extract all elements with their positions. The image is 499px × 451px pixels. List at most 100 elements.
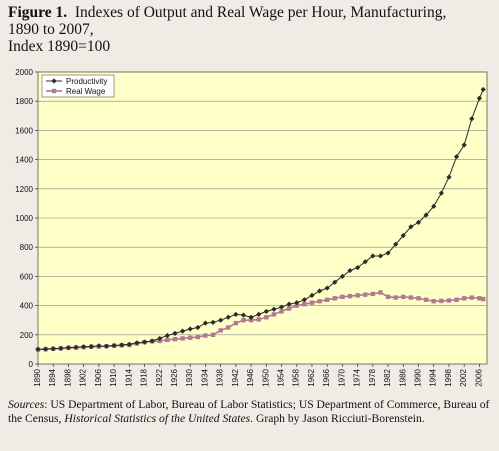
data-point: [88, 343, 94, 350]
data-point: [302, 301, 307, 307]
data-point: [480, 296, 486, 302]
data-point: [317, 299, 322, 304]
title-line-1: Indexes of Output and Real Wage per Hour…: [74, 4, 447, 21]
data-point: [438, 190, 444, 196]
x-tick-label: 1894: [48, 368, 57, 386]
data-point: [355, 265, 361, 271]
data-point: [248, 318, 254, 323]
source-note: Sources: US Department of Labor, Bureau …: [8, 398, 494, 426]
data-point: [233, 320, 239, 326]
data-point: [408, 224, 414, 230]
x-tick-label: 1998: [444, 368, 453, 386]
y-tick-label: 1000: [15, 214, 33, 223]
x-tick-label: 1954: [277, 368, 286, 386]
x-tick-label: 1962: [307, 368, 316, 386]
x-tick-label: 1994: [429, 368, 438, 386]
x-tick-label: 1974: [353, 368, 362, 386]
x-tick-label: 1890: [33, 368, 42, 386]
data-point: [202, 320, 209, 326]
series-layer: [35, 86, 486, 352]
y-tick-label: 1600: [15, 126, 33, 135]
x-tick-label: 1958: [292, 368, 301, 386]
series-productivity: [35, 86, 486, 352]
data-point: [43, 346, 49, 352]
data-point: [294, 300, 300, 306]
data-point: [340, 294, 345, 300]
data-point: [210, 332, 216, 337]
data-point: [316, 288, 323, 294]
data-point: [164, 332, 170, 339]
data-point: [256, 311, 262, 317]
data-point: [324, 297, 330, 302]
data-point: [469, 116, 475, 122]
data-point: [180, 336, 185, 341]
legend-swatch-marker: [51, 78, 57, 84]
x-tick-label: 1898: [63, 368, 72, 386]
x-tick-label: 1930: [185, 368, 194, 386]
data-point: [187, 326, 193, 332]
data-point: [141, 339, 148, 345]
x-tick-label: 1918: [140, 368, 149, 386]
data-point: [431, 299, 436, 304]
data-point: [477, 296, 482, 301]
title-line-2: 1890 to 2007,: [8, 21, 94, 38]
data-point: [50, 346, 56, 352]
data-point: [347, 267, 353, 274]
data-point: [134, 340, 140, 346]
data-point: [65, 345, 72, 351]
title-line-3: Index 1890=100: [8, 38, 111, 55]
data-point: [103, 343, 110, 349]
data-point: [149, 338, 155, 344]
x-tick-label: 1950: [261, 368, 270, 386]
data-point: [423, 297, 429, 302]
data-point: [279, 309, 284, 314]
data-point: [370, 291, 376, 297]
data-point: [355, 293, 360, 298]
legend-swatch-marker: [51, 88, 57, 94]
x-tick-label: 1914: [124, 368, 133, 386]
data-point: [157, 335, 163, 342]
data-point: [226, 325, 231, 330]
y-tick-label: 1200: [15, 185, 33, 194]
data-point: [309, 292, 315, 298]
data-point: [111, 342, 117, 349]
data-point: [126, 341, 132, 347]
x-tick-label: 1970: [337, 368, 346, 386]
data-point: [119, 342, 125, 348]
source-text-2: . Graph by Jason Ricciuti-Borenstein.: [250, 412, 425, 425]
source-book: Historical Statistics of the United Stat…: [64, 412, 251, 425]
y-tick-label: 2000: [15, 68, 33, 77]
x-tick-label: 1910: [109, 368, 118, 386]
data-point: [188, 335, 193, 340]
data-point: [225, 314, 231, 320]
data-point: [332, 279, 338, 285]
source-label: Sources: [8, 398, 45, 411]
data-point: [241, 318, 246, 323]
data-point: [480, 86, 486, 93]
x-tick-label: 1902: [79, 368, 88, 386]
data-point: [256, 317, 261, 322]
data-point: [271, 306, 277, 312]
data-point: [263, 308, 269, 315]
legend-label: Productivity: [66, 77, 107, 86]
data-point: [218, 317, 224, 323]
data-point: [203, 333, 208, 338]
data-point: [416, 296, 421, 301]
data-point: [453, 154, 460, 160]
data-point: [377, 253, 384, 259]
data-point: [415, 219, 422, 225]
data-point: [248, 314, 254, 320]
data-point: [385, 294, 391, 300]
source-text-1: : US Department of Labor, Bureau of Labo…: [8, 398, 490, 425]
x-tick-label: 1942: [231, 368, 240, 386]
data-point: [476, 95, 482, 101]
y-tick-label: 0: [29, 360, 34, 369]
y-tick-label: 400: [20, 302, 34, 311]
data-point: [58, 345, 64, 351]
data-point: [278, 304, 285, 310]
data-point: [378, 290, 383, 295]
data-point: [446, 298, 452, 303]
data-point: [218, 328, 223, 333]
data-point: [294, 303, 299, 308]
data-point: [172, 336, 178, 342]
